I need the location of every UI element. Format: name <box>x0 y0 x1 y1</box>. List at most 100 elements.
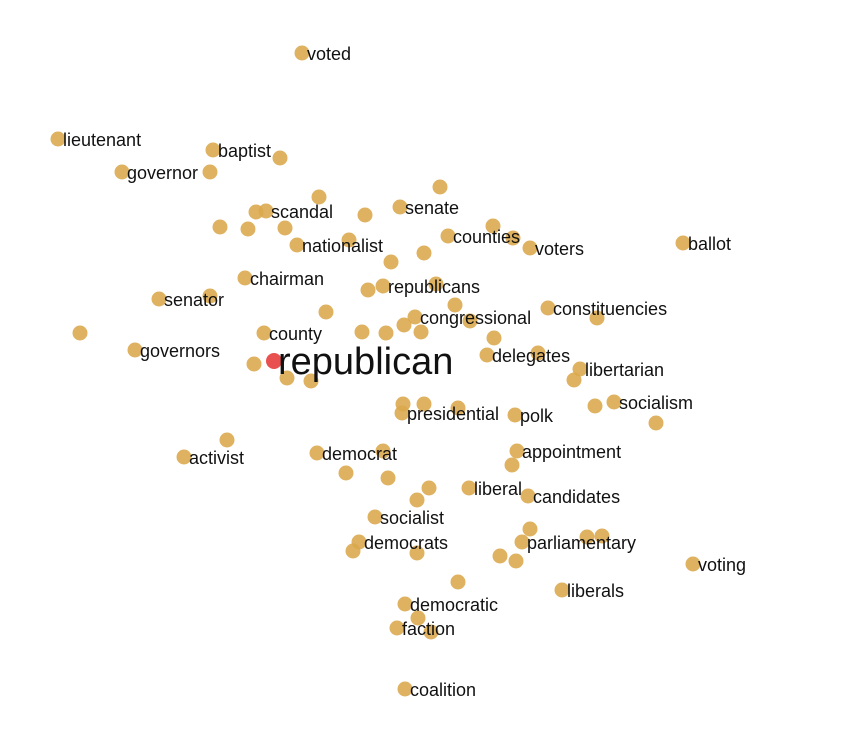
point-label-voted: voted <box>307 44 351 64</box>
point <box>450 574 466 590</box>
point-label-nationalist: nationalist <box>302 236 383 256</box>
point-label-parliamentary: parliamentary <box>527 533 636 553</box>
point-label-voting: voting <box>698 555 746 575</box>
point-label-chairman: chairman <box>250 269 324 289</box>
point <box>504 457 520 473</box>
point-label-counties: counties <box>453 227 520 247</box>
point-label-congressional: congressional <box>420 308 531 328</box>
point <box>378 325 394 341</box>
point <box>450 400 466 416</box>
point-democratic <box>397 596 413 612</box>
point <box>272 150 288 166</box>
point <box>345 543 361 559</box>
point-label-delegates: delegates <box>492 346 570 366</box>
point-governor <box>114 164 130 180</box>
point <box>566 372 582 388</box>
point-voting <box>685 556 701 572</box>
point <box>202 164 218 180</box>
point-label-democrat: democrat <box>322 444 397 464</box>
point <box>413 324 429 340</box>
point <box>72 325 88 341</box>
point <box>279 370 295 386</box>
point-lieutenant <box>50 131 66 147</box>
point-governors <box>127 342 143 358</box>
point-label-candidates: candidates <box>533 487 620 507</box>
point <box>462 313 478 329</box>
point <box>579 529 595 545</box>
point-democrat <box>309 445 325 461</box>
point-label-presidential: presidential <box>407 404 499 424</box>
point <box>338 465 354 481</box>
focus-word-label: republican <box>278 341 453 383</box>
point-county <box>256 325 272 341</box>
point-ballot <box>675 235 691 251</box>
point <box>505 230 521 246</box>
point <box>311 189 327 205</box>
point <box>416 396 432 412</box>
point-delegates <box>479 347 495 363</box>
point <box>277 220 293 236</box>
point-focus-republican <box>266 353 282 369</box>
point-candidates <box>520 488 536 504</box>
point <box>409 492 425 508</box>
point-libertarian <box>572 361 588 377</box>
point-polk <box>507 407 523 423</box>
point <box>594 528 610 544</box>
point-voters <box>522 240 538 256</box>
point-label-socialist: socialist <box>380 508 444 528</box>
point <box>648 415 664 431</box>
point <box>396 317 412 333</box>
point-label-libertarian: libertarian <box>585 360 664 380</box>
point-label-coalition: coalition <box>410 680 476 700</box>
point <box>375 443 391 459</box>
point-parliamentary <box>514 534 530 550</box>
point <box>360 282 376 298</box>
points-layer <box>50 45 701 697</box>
point <box>587 398 603 414</box>
point-label-county: county <box>269 324 322 344</box>
point <box>383 254 399 270</box>
point <box>380 470 396 486</box>
point <box>357 207 373 223</box>
point-label-ballot: ballot <box>688 234 731 254</box>
point-label-scandal: scandal <box>271 202 333 222</box>
point-chairman <box>237 270 253 286</box>
point-senator <box>151 291 167 307</box>
point-label-republicans: republicans <box>388 277 480 297</box>
point-voted <box>294 45 310 61</box>
point <box>240 221 256 237</box>
point <box>219 432 235 448</box>
point <box>423 624 439 640</box>
point-socialist <box>367 509 383 525</box>
point-label-liberal: liberal <box>474 479 522 499</box>
point <box>395 396 411 412</box>
point-label-senator: senator <box>164 290 224 310</box>
point-label-governors: governors <box>140 341 220 361</box>
point-coalition <box>397 681 413 697</box>
point-constituencies <box>540 300 556 316</box>
point-congressional <box>407 309 423 325</box>
point <box>354 324 370 340</box>
point-label-senate: senate <box>405 198 459 218</box>
point <box>432 179 448 195</box>
point <box>410 610 426 626</box>
point-activist <box>176 449 192 465</box>
point <box>341 232 357 248</box>
point <box>486 330 502 346</box>
point-nationalist <box>289 237 305 253</box>
point-senate <box>392 199 408 215</box>
point-label-faction: faction <box>402 619 455 639</box>
point-appointment <box>509 443 525 459</box>
point-label-governor: governor <box>127 163 198 183</box>
point-label-liberals: liberals <box>567 581 624 601</box>
point-label-democrats: democrats <box>364 533 448 553</box>
point <box>492 548 508 564</box>
point-republicans <box>375 278 391 294</box>
point <box>589 310 605 326</box>
point-faction <box>389 620 405 636</box>
point <box>248 204 264 220</box>
point-label-activist: activist <box>189 448 244 468</box>
point-counties <box>440 228 456 244</box>
point <box>447 297 463 313</box>
point-label-democratic: democratic <box>410 595 498 615</box>
